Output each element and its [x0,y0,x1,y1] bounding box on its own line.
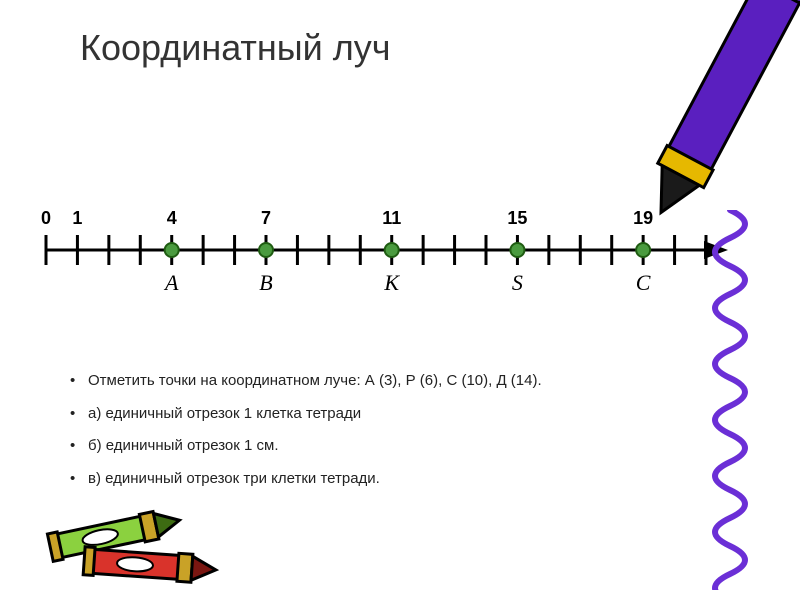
task-list: Отметить точки на координатном луче: А (… [70,370,630,500]
ray-point [259,243,273,257]
point-value: 4 [167,208,177,228]
page-title: Координатный луч [80,28,391,68]
task-item: в) единичный отрезок три клетки тетради. [70,468,630,491]
ray-point [385,243,399,257]
point-value: 7 [261,208,271,228]
crayon-red [70,525,220,600]
squiggle-decoration [690,210,770,595]
point-letter: C [636,270,651,295]
point-letter: S [512,270,523,295]
task-item: а) единичный отрезок 1 клетка тетради [70,403,630,426]
tick-label: 1 [72,208,82,228]
point-letter: A [163,270,179,295]
point-letter: B [259,270,272,295]
point-value: 11 [382,208,401,228]
tick-label: 0 [41,208,51,228]
point-letter: K [383,270,400,295]
task-item: б) единичный отрезок 1 см. [70,435,630,458]
ray-point [165,243,179,257]
ray-point [510,243,524,257]
point-value: 15 [507,208,527,228]
task-item: Отметить точки на координатном луче: А (… [70,370,630,393]
